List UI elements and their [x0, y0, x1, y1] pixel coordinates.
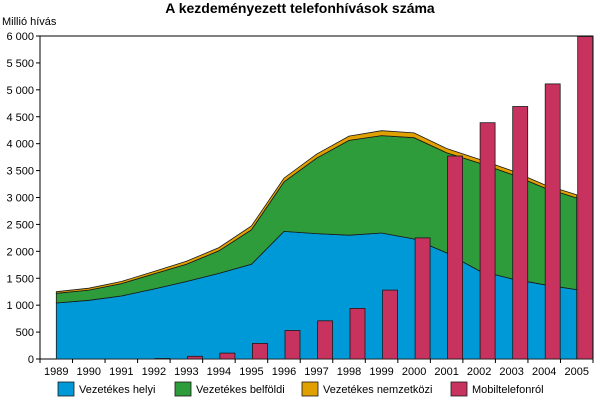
legend-label: Vezetékes nemzetközi [323, 384, 432, 396]
legend-item: Mobiltelefonról [450, 381, 544, 397]
x-tick-label: 2000 [402, 366, 426, 378]
y-tick-label: 4 000 [6, 139, 34, 151]
x-tick-label: 1995 [239, 366, 263, 378]
chart-title: A kezdeményezett telefonhívások száma [165, 0, 435, 16]
bar-1997 [317, 320, 333, 360]
bar-2003 [512, 106, 529, 360]
legend-label: Vezetékes helyi [79, 384, 155, 396]
y-tick-label: 5 000 [6, 85, 34, 97]
bar-1999 [382, 289, 399, 360]
x-tick-label: 1996 [272, 366, 296, 378]
bar-1992 [154, 358, 171, 360]
bar-2005 [577, 36, 594, 360]
legend: Vezetékes helyi Vezetékes belföldi Vezeték… [57, 381, 544, 397]
bar-1996 [284, 330, 301, 360]
legend-item: Vezetékes helyi [57, 381, 155, 397]
legend-item: Vezetékes belföldi [174, 381, 285, 397]
x-tick-label: 2005 [564, 366, 588, 378]
x-tick-label: 2001 [434, 366, 458, 378]
y-tick-label: 6 000 [6, 31, 34, 43]
legend-label: Mobiltelefonról [472, 384, 544, 396]
y-tick-label: 2 500 [6, 219, 34, 231]
y-tick-label: 0 [28, 354, 34, 366]
x-tick-label: 1994 [207, 366, 231, 378]
y-tick-label: 5 500 [6, 58, 34, 70]
bar-1994 [219, 352, 236, 360]
x-tick-label: 2003 [499, 366, 523, 378]
legend-swatch [174, 381, 192, 397]
bar-2000 [414, 237, 431, 360]
y-tick-label: 3 000 [6, 193, 34, 205]
legend-swatch [450, 381, 468, 397]
bar-1993 [186, 355, 203, 360]
y-tick-label: 500 [16, 327, 34, 339]
y-tick-label: 2 000 [6, 246, 34, 258]
x-tick-label: 1991 [109, 366, 133, 378]
x-tick-label: 1993 [174, 366, 198, 378]
bar-2002 [479, 122, 496, 360]
bar-1995 [251, 342, 268, 360]
x-tick-label: 1999 [369, 366, 393, 378]
x-tick-label: 1998 [337, 366, 361, 378]
y-axis-label: Millió hívás [2, 16, 57, 28]
x-tick-label: 2002 [467, 366, 491, 378]
legend-swatch [301, 381, 319, 397]
y-tick-label: 1 500 [6, 273, 34, 285]
bar-2001 [447, 155, 464, 360]
x-tick-label: 2004 [532, 366, 556, 378]
area-vezet-kes-nemzetk-zi [55, 130, 578, 294]
x-tick-label: 1989 [44, 366, 68, 378]
legend-swatch [57, 381, 75, 397]
x-tick-label: 1992 [142, 366, 166, 378]
legend-item: Vezetékes nemzetközi [301, 381, 432, 397]
x-tick-label: 1997 [304, 366, 328, 378]
legend-label: Vezetékes belföldi [196, 384, 285, 396]
y-tick-label: 4 500 [6, 112, 34, 124]
bar-1998 [349, 307, 366, 360]
y-tick-label: 1 000 [6, 300, 34, 312]
bar-2004 [544, 83, 561, 360]
x-tick-label: 1990 [77, 366, 101, 378]
y-tick-label: 3 500 [6, 166, 34, 178]
plot-area: 0 500 1 000 1 500 2 000 2 500 3 000 3 500 4 000 4… [6, 31, 594, 378]
